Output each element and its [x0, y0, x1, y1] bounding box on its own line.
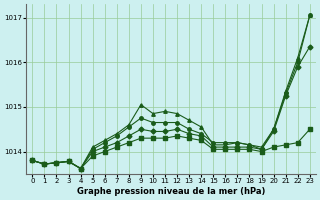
- X-axis label: Graphe pression niveau de la mer (hPa): Graphe pression niveau de la mer (hPa): [77, 187, 265, 196]
